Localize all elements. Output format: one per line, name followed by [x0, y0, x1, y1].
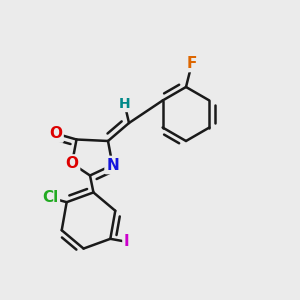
Text: Cl: Cl	[42, 190, 58, 205]
Text: O: O	[65, 156, 79, 171]
Text: F: F	[187, 56, 197, 70]
Text: N: N	[106, 158, 119, 172]
Text: I: I	[124, 234, 130, 249]
Text: H: H	[119, 97, 130, 110]
Text: O: O	[49, 126, 62, 141]
